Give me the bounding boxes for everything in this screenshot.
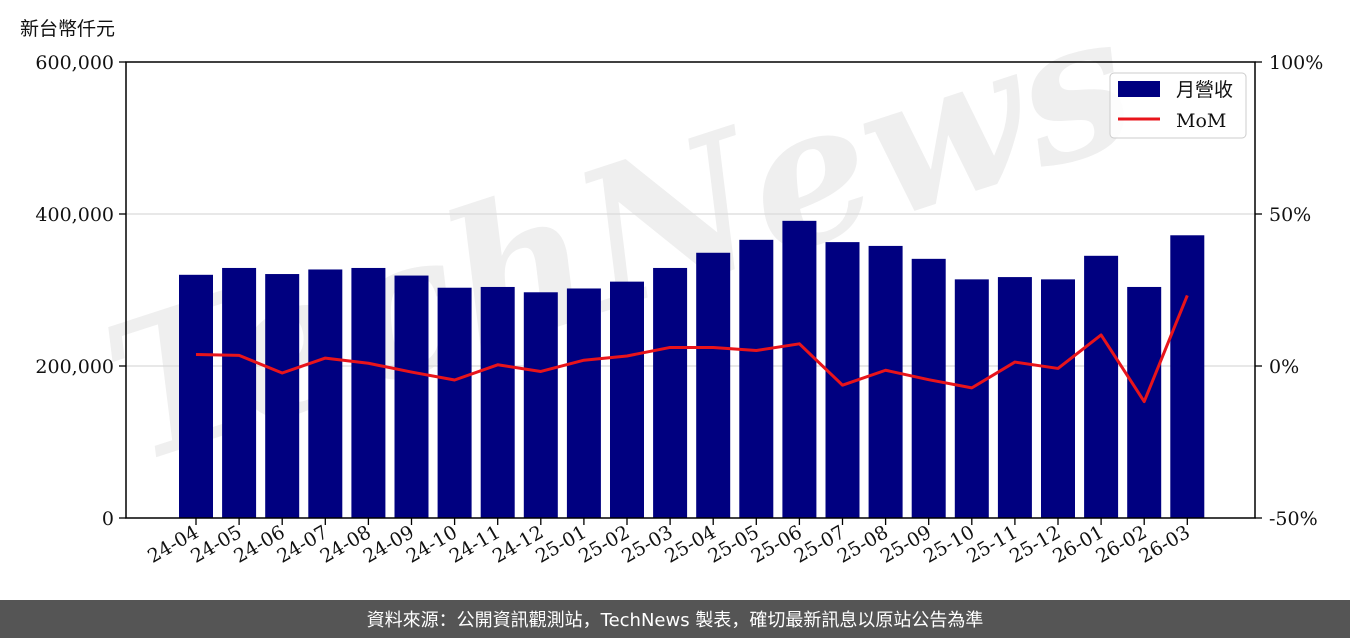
bar-25-11 (997, 277, 1032, 518)
bars (179, 220, 1205, 519)
bar-25-02 (610, 281, 644, 518)
bar-24-12 (523, 292, 558, 518)
mom-line-path (195, 294, 1189, 404)
bar-24-08 (351, 267, 386, 518)
source-footer: 資料來源：公開資訊觀測站，TechNews 製表，確切最新訊息以原站公告為準 (0, 600, 1350, 638)
left-tick-label: 600,000 (35, 52, 114, 74)
legend: 月營收 MoM (1109, 72, 1247, 139)
bar-25-05 (739, 239, 774, 518)
bar-25-04 (696, 252, 731, 518)
right-tick-label: 50% (1269, 204, 1311, 226)
x-axis: 24-0424-0524-0624-0724-0824-0924-1024-11… (144, 518, 1194, 568)
bar-25-06 (782, 220, 817, 518)
left-tick-label: 0 (102, 508, 114, 530)
bar-24-07 (308, 269, 343, 518)
right-tick-label: 100% (1269, 52, 1323, 74)
bar-24-10 (437, 287, 472, 518)
left-axis: 0 200,000 400,000 600,000 (35, 52, 126, 530)
bar-25-09 (911, 258, 946, 518)
plot-frame (125, 61, 1256, 519)
bar-24-11 (480, 286, 515, 518)
bar-25-03 (653, 267, 688, 518)
legend-label-revenue: 月營收 (1176, 79, 1233, 101)
bar-26-01 (1084, 255, 1119, 519)
bar-24-04 (179, 274, 213, 518)
mom-line (195, 294, 1189, 404)
bar-24-06 (265, 274, 300, 518)
right-axis: -50% 0% 50% 100% (1255, 52, 1323, 530)
y-unit-label: 新台幣仟元 (20, 18, 116, 40)
left-tick-label: 400,000 (35, 204, 114, 226)
bar-24-09 (394, 275, 429, 518)
legend-label-mom: MoM (1176, 110, 1226, 132)
right-tick-label: 0% (1269, 356, 1299, 378)
bar-25-08 (868, 245, 903, 519)
bar-24-05 (222, 267, 257, 518)
x-tick-label: 26-03 (1135, 521, 1193, 567)
bar-25-01 (566, 288, 601, 518)
bar-26-03 (1170, 235, 1205, 518)
left-tick-label: 200,000 (35, 356, 114, 378)
legend-bar-swatch (1118, 81, 1160, 97)
bar-25-12 (1041, 279, 1075, 518)
bar-25-10 (954, 279, 989, 518)
right-tick-label: -50% (1269, 508, 1318, 530)
